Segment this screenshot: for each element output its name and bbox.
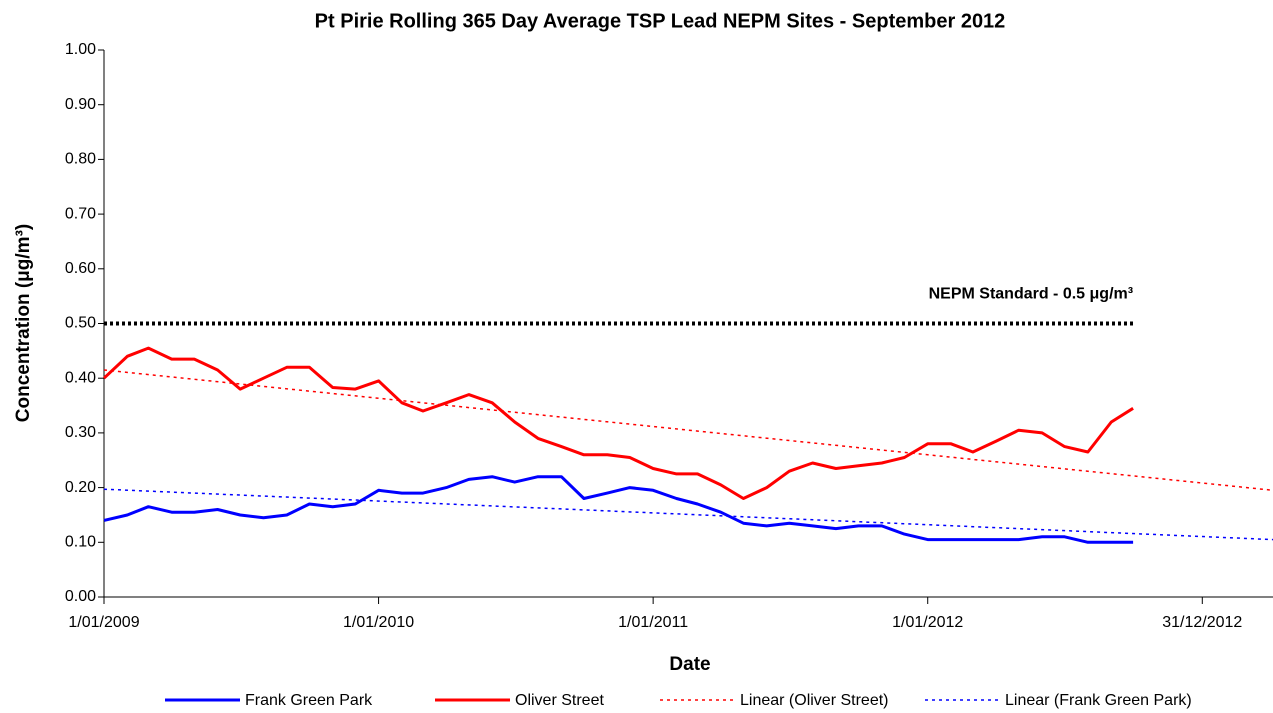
y-tick-label: 0.00 [65, 588, 96, 605]
y-tick-label: 0.30 [65, 424, 96, 441]
chart-title: Pt Pirie Rolling 365 Day Average TSP Lea… [315, 10, 1006, 32]
y-tick-label: 0.10 [65, 534, 96, 551]
legend-label: Linear (Frank Green Park) [1005, 692, 1192, 709]
x-tick-label: 1/01/2009 [68, 614, 139, 631]
x-tick-label: 1/01/2012 [892, 614, 963, 631]
x-tick-label: 1/01/2010 [343, 614, 414, 631]
legend-label: Frank Green Park [245, 692, 373, 709]
y-tick-label: 0.50 [65, 315, 96, 332]
x-tick-label: 31/12/2012 [1162, 614, 1242, 631]
y-tick-label: 0.40 [65, 369, 96, 386]
series-line [103, 369, 1273, 492]
series-line [103, 488, 1273, 541]
y-tick-label: 1.00 [65, 41, 96, 58]
x-axis-title: Date [669, 654, 710, 675]
y-tick-label: 0.60 [65, 260, 96, 277]
reference-label: NEPM Standard - 0.5 μg/m³ [929, 286, 1133, 303]
legend-label: Linear (Oliver Street) [740, 692, 889, 709]
y-axis-title: Concentration (μg/m³) [13, 224, 34, 422]
series-line [102, 346, 1134, 500]
y-tick-label: 0.80 [65, 151, 96, 168]
y-tick-label: 0.90 [65, 96, 96, 113]
legend-label: Oliver Street [515, 692, 604, 709]
y-tick-label: 0.70 [65, 205, 96, 222]
y-tick-label: 0.20 [65, 479, 96, 496]
x-tick-label: 1/01/2011 [618, 614, 688, 631]
series-line [103, 475, 1134, 544]
